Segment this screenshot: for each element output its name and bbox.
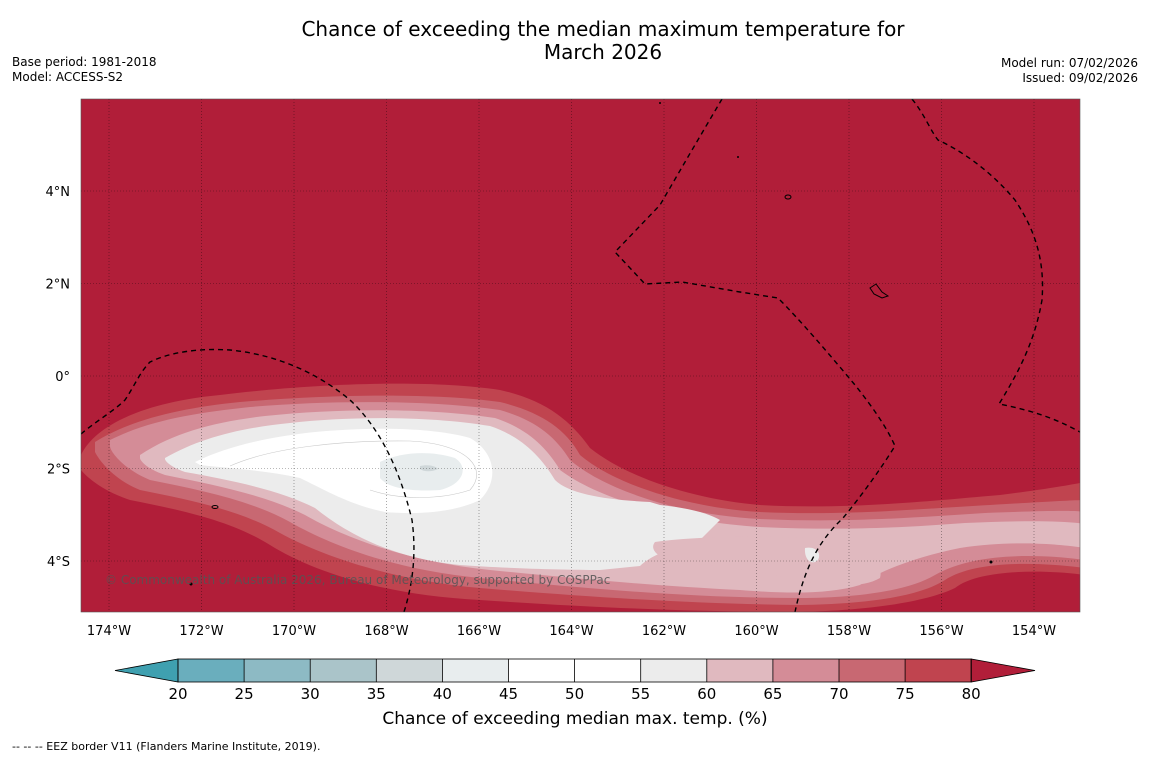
- lon-tick-label: 158°W: [827, 624, 871, 639]
- colorbar-segment: [640, 659, 707, 682]
- lon-tick-label: 164°W: [549, 624, 593, 639]
- colorbar-segment: [376, 659, 443, 682]
- lon-tick-label: 168°W: [364, 624, 408, 639]
- colorbar-tick-label: 75: [896, 685, 915, 703]
- base-period: Base period: 1981-2018: [12, 55, 157, 69]
- colorbar-tick-label: 65: [763, 685, 782, 703]
- title-line-2: March 2026: [543, 40, 663, 64]
- colorbar-tick-label: 45: [499, 685, 518, 703]
- meta-left: Base period: 1981-2018 Model: ACCESS-S2: [12, 55, 157, 85]
- latitude-labels: 4°N 2°N 0° 2°S 4°S: [46, 185, 71, 570]
- lat-tick-label: 0°: [55, 370, 70, 385]
- colorbar-segment: [706, 659, 773, 682]
- island: [189, 582, 193, 586]
- model-name: Model: ACCESS-S2: [12, 70, 124, 84]
- lat-tick-label: 4°S: [47, 555, 70, 570]
- lon-tick-label: 156°W: [919, 624, 963, 639]
- colorbar-tick-label: 35: [367, 685, 386, 703]
- colorbar-label: Chance of exceeding median max. temp. (%…: [382, 709, 768, 729]
- colorbar-tick-label: 30: [301, 685, 320, 703]
- title-line-1: Chance of exceeding the median maximum t…: [301, 17, 905, 41]
- colorbar-tick-label: 80: [962, 685, 981, 703]
- island: [784, 194, 792, 200]
- island: [869, 283, 890, 299]
- colorbar-tick-label: 40: [433, 685, 452, 703]
- colorbar-extend-high: [970, 658, 1036, 683]
- colorbar-tick-label: 60: [697, 685, 716, 703]
- island: [211, 505, 219, 509]
- band-45: [195, 428, 493, 514]
- island: [737, 156, 739, 158]
- colorbar-segment: [772, 659, 839, 682]
- band-55-inner: [804, 547, 820, 563]
- lon-tick-label: 174°W: [87, 624, 131, 639]
- lat-tick-label: 2°S: [47, 463, 70, 478]
- eez-legend: -- -- -- EEZ border V11 (Flanders Marine…: [12, 740, 321, 753]
- copyright-notice: © Commonwealth of Australia 2026, Bureau…: [105, 573, 611, 587]
- lon-tick-label: 172°W: [179, 624, 223, 639]
- eez-borders: [81, 99, 1080, 612]
- lon-tick-label: 154°W: [1012, 624, 1056, 639]
- colorbar: 20 25 30 35 40 45 50 55 60 65 70 75 80: [114, 658, 1036, 703]
- colorbar-tick-label: 55: [631, 685, 650, 703]
- lon-tick-label: 170°W: [272, 624, 316, 639]
- lat-tick-label: 2°N: [46, 278, 71, 293]
- island: [659, 102, 661, 104]
- longitude-labels: 174°W 172°W 170°W 168°W 166°W 164°W 162°W 160°W…: [87, 624, 1056, 639]
- colorbar-segment: [244, 659, 311, 682]
- colorbar-segment: [178, 659, 245, 682]
- map-field: [81, 99, 1080, 612]
- colorbar-tick-label: 70: [829, 685, 848, 703]
- colorbar-extend-low: [114, 658, 179, 683]
- lon-tick-label: 160°W: [734, 624, 778, 639]
- model-run: Model run: 07/02/2026: [1000, 56, 1138, 70]
- colorbar-segment: [442, 659, 509, 682]
- contour-line: [229, 440, 477, 498]
- colorbar-tick-label: 50: [565, 685, 584, 703]
- lon-tick-label: 166°W: [457, 624, 501, 639]
- colorbar-segment: [310, 659, 377, 682]
- colorbar-segment: [839, 659, 906, 682]
- colorbar-segment: [574, 659, 641, 682]
- band-60-inner: [653, 536, 881, 586]
- map-frame: [80, 98, 1081, 613]
- colorbar-segment: [905, 659, 972, 682]
- lon-tick-label: 162°W: [642, 624, 686, 639]
- lat-tick-label: 4°N: [46, 185, 71, 200]
- band-40: [380, 453, 463, 491]
- colorbar-tick-label: 25: [235, 685, 254, 703]
- colorbar-segment: [508, 659, 575, 682]
- meta-right: Model run: 07/02/2026 Issued: 09/02/2026: [1001, 56, 1138, 86]
- map-title: Chance of exceeding the median maximum t…: [240, 18, 966, 64]
- issued-date: Issued: 09/02/2026: [1022, 71, 1138, 85]
- colorbar-tick-label: 20: [168, 685, 187, 703]
